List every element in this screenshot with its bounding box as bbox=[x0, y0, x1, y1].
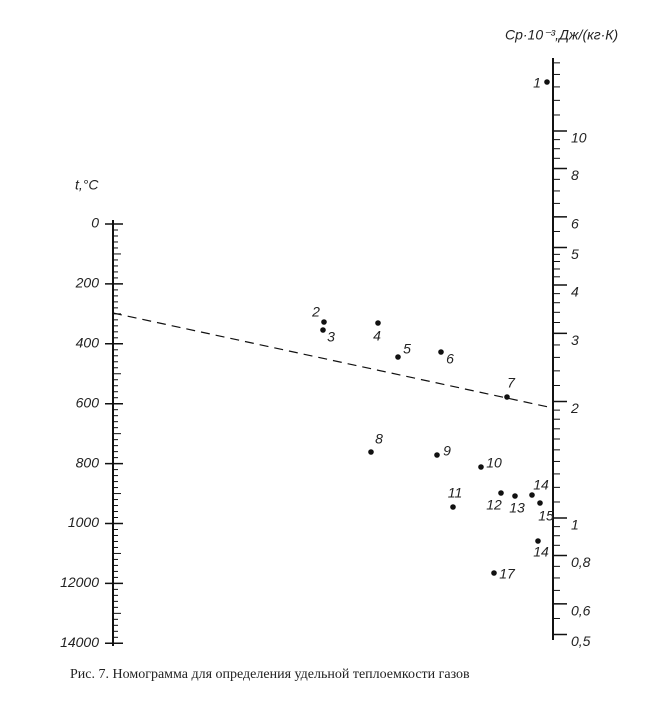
point bbox=[498, 490, 504, 496]
point-label: 15 bbox=[538, 508, 554, 524]
point-label: 11 bbox=[448, 485, 463, 501]
point-label: 13 bbox=[509, 500, 525, 516]
point bbox=[375, 320, 381, 326]
point bbox=[321, 319, 327, 325]
point bbox=[544, 79, 550, 85]
tick-label: 800 bbox=[76, 454, 100, 470]
point-label: 1 bbox=[533, 75, 541, 91]
tick-label: 0,8 bbox=[571, 554, 591, 570]
point bbox=[491, 570, 497, 576]
tick-label: 14000 bbox=[60, 634, 99, 650]
right-axis-label: Cр·10⁻³,Дж/(кг·К) bbox=[505, 27, 618, 43]
point-label: 14 bbox=[533, 544, 549, 560]
point bbox=[450, 504, 456, 510]
point bbox=[434, 452, 440, 458]
tick-label: 0,5 bbox=[571, 633, 591, 649]
tick-label: 200 bbox=[75, 275, 100, 291]
point-label: 2 bbox=[311, 304, 320, 320]
point-label: 10 bbox=[486, 455, 502, 471]
point-label: 14 bbox=[533, 477, 549, 493]
tick-label: 12000 bbox=[60, 574, 99, 590]
point-label: 12 bbox=[486, 497, 502, 513]
tick-label: 0 bbox=[91, 215, 99, 231]
tick-label: 600 bbox=[76, 394, 100, 410]
point-label: 9 bbox=[443, 443, 451, 459]
point bbox=[438, 349, 444, 355]
point bbox=[320, 327, 326, 333]
point bbox=[504, 394, 510, 400]
point bbox=[537, 500, 543, 506]
point-label: 6 bbox=[446, 351, 454, 367]
point-label: 3 bbox=[327, 329, 335, 345]
point bbox=[368, 449, 374, 455]
tick-label: 10 bbox=[571, 130, 587, 146]
caption: Рис. 7. Номограмма для определения удель… bbox=[70, 667, 470, 682]
point-label: 5 bbox=[403, 341, 411, 357]
tick-label: 6 bbox=[571, 216, 579, 232]
tick-label: 0,6 bbox=[571, 603, 591, 619]
point-label: 8 bbox=[375, 431, 383, 447]
tick-label: 2 bbox=[570, 400, 579, 416]
point-label: 17 bbox=[499, 566, 516, 582]
point-label: 7 bbox=[507, 375, 516, 391]
point bbox=[529, 492, 535, 498]
tick-label: 1000 bbox=[68, 514, 99, 530]
tick-label: 5 bbox=[571, 246, 579, 262]
left-axis-label: t,°C bbox=[75, 177, 99, 193]
tick-label: 3 bbox=[571, 332, 579, 348]
tick-label: 8 bbox=[571, 167, 579, 183]
point-label: 4 bbox=[373, 328, 381, 344]
tick-label: 1 bbox=[571, 517, 579, 533]
point bbox=[395, 354, 401, 360]
key-line bbox=[112, 312, 554, 409]
tick-label: 4 bbox=[571, 284, 579, 300]
point bbox=[535, 538, 541, 544]
point bbox=[512, 493, 518, 499]
tick-label: 400 bbox=[76, 335, 100, 351]
point bbox=[478, 464, 484, 470]
